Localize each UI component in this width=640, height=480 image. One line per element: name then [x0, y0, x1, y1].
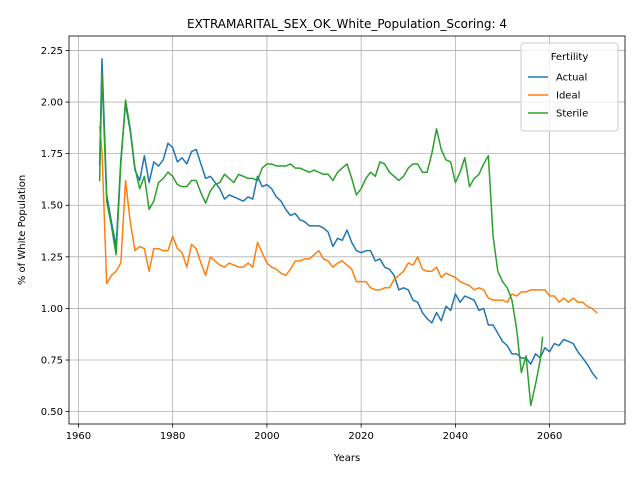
- legend-label-ideal: Ideal: [556, 91, 580, 102]
- legend-label-sterile: Sterile: [556, 109, 588, 120]
- chart-title: EXTRAMARITAL_SEX_OK_White_Population_Sco…: [187, 17, 507, 31]
- series-line-actual: [98, 57, 598, 380]
- series-lines: [98, 57, 598, 407]
- y-tick-label: 2.25: [41, 46, 63, 57]
- plot-frame: [68, 35, 626, 425]
- series-line-sterile: [98, 72, 544, 407]
- axis-ticks: 1960 1980 2000 2020 2040 2060 0.50 0.75 1.00 1.25…: [41, 46, 563, 442]
- y-tick-label: 1.25: [41, 252, 63, 263]
- y-tick-label: 0.50: [41, 407, 63, 418]
- y-tick-label: 1.75: [41, 149, 63, 160]
- y-tick-label: 1.00: [41, 304, 63, 315]
- x-tick-label: 2000: [254, 431, 279, 442]
- x-tick-label: 2020: [348, 431, 373, 442]
- y-tick-label: 2.00: [41, 98, 63, 109]
- x-tick-label: 1960: [66, 431, 91, 442]
- series-line-ideal: [98, 125, 598, 314]
- x-tick-label: 2060: [537, 431, 562, 442]
- x-tick-label: 2040: [443, 431, 468, 442]
- y-tick-label: 1.50: [41, 201, 63, 212]
- y-tick-label: 0.75: [41, 356, 63, 367]
- legend-label-actual: Actual: [556, 73, 587, 84]
- y-axis-label: % of White Population: [17, 175, 28, 285]
- legend-title: Fertility: [551, 52, 589, 63]
- legend-frame: [520, 42, 619, 132]
- legend-entries: Actual Ideal Sterile: [528, 73, 588, 120]
- x-axis-label: Years: [333, 453, 360, 464]
- legend: Fertility Actual Ideal Sterile: [520, 42, 619, 132]
- x-tick-label: 1980: [160, 431, 185, 442]
